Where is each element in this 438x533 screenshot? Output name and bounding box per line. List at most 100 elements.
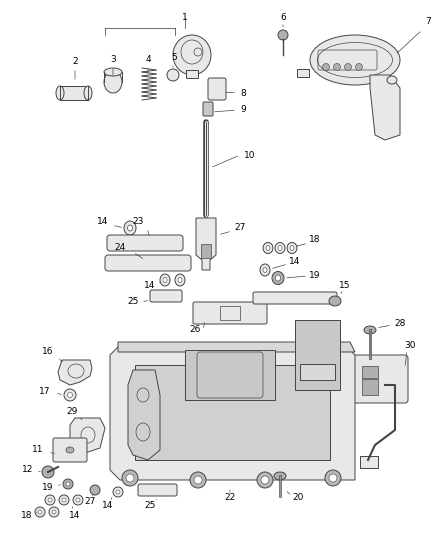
Text: 28: 28 xyxy=(394,319,406,327)
Ellipse shape xyxy=(272,271,284,285)
Polygon shape xyxy=(70,418,105,452)
Ellipse shape xyxy=(173,35,211,75)
Ellipse shape xyxy=(274,472,286,480)
Ellipse shape xyxy=(290,246,294,251)
Bar xyxy=(360,456,378,468)
FancyBboxPatch shape xyxy=(352,355,408,403)
Text: 14: 14 xyxy=(144,280,155,289)
Ellipse shape xyxy=(163,278,167,282)
Ellipse shape xyxy=(263,243,273,254)
Text: 10: 10 xyxy=(244,150,256,159)
Text: 27: 27 xyxy=(234,223,246,232)
Text: 14: 14 xyxy=(290,257,301,266)
Text: 8: 8 xyxy=(240,88,246,98)
Ellipse shape xyxy=(76,498,80,502)
FancyBboxPatch shape xyxy=(253,292,337,304)
Text: 25: 25 xyxy=(144,500,155,510)
Bar xyxy=(201,244,211,258)
Circle shape xyxy=(122,470,138,486)
Ellipse shape xyxy=(329,296,341,306)
Text: 11: 11 xyxy=(32,446,44,455)
Ellipse shape xyxy=(104,68,122,76)
Polygon shape xyxy=(196,218,216,270)
Text: 1: 1 xyxy=(182,13,188,22)
Ellipse shape xyxy=(310,35,400,85)
Bar xyxy=(186,70,198,78)
Ellipse shape xyxy=(38,510,42,514)
Bar xyxy=(60,86,88,100)
Bar xyxy=(295,320,340,390)
Circle shape xyxy=(42,466,54,478)
Bar xyxy=(297,69,309,77)
Circle shape xyxy=(322,63,329,70)
Ellipse shape xyxy=(66,482,70,486)
Text: 18: 18 xyxy=(309,236,321,245)
Bar xyxy=(362,379,378,395)
Ellipse shape xyxy=(73,495,83,505)
Circle shape xyxy=(345,63,352,70)
Circle shape xyxy=(194,476,202,484)
Ellipse shape xyxy=(64,389,76,401)
Ellipse shape xyxy=(66,447,74,453)
Ellipse shape xyxy=(90,485,100,495)
FancyBboxPatch shape xyxy=(203,102,213,116)
Text: 14: 14 xyxy=(69,511,81,520)
Ellipse shape xyxy=(59,495,69,505)
Ellipse shape xyxy=(84,86,92,100)
Circle shape xyxy=(126,474,134,482)
FancyBboxPatch shape xyxy=(138,484,177,496)
Text: 25: 25 xyxy=(127,297,139,306)
Polygon shape xyxy=(118,342,355,352)
Text: 5: 5 xyxy=(171,52,177,61)
Ellipse shape xyxy=(266,246,270,251)
Bar xyxy=(300,364,335,380)
FancyBboxPatch shape xyxy=(208,78,226,100)
Text: 20: 20 xyxy=(292,494,304,503)
Ellipse shape xyxy=(260,264,270,276)
Ellipse shape xyxy=(52,510,56,514)
Ellipse shape xyxy=(263,268,267,272)
Bar xyxy=(220,306,240,320)
Ellipse shape xyxy=(67,392,73,398)
Text: 7: 7 xyxy=(425,18,431,27)
Text: 17: 17 xyxy=(39,387,51,397)
Ellipse shape xyxy=(63,479,73,489)
Circle shape xyxy=(278,30,288,40)
Circle shape xyxy=(356,63,363,70)
Ellipse shape xyxy=(116,490,120,494)
Bar xyxy=(135,365,330,460)
Polygon shape xyxy=(370,75,400,140)
Text: 24: 24 xyxy=(114,244,126,253)
Ellipse shape xyxy=(387,76,397,84)
FancyBboxPatch shape xyxy=(193,302,267,324)
Circle shape xyxy=(333,63,340,70)
Ellipse shape xyxy=(56,86,64,100)
Ellipse shape xyxy=(276,275,280,281)
Text: 23: 23 xyxy=(132,217,144,227)
Bar xyxy=(185,350,275,400)
FancyBboxPatch shape xyxy=(107,235,183,251)
Text: 15: 15 xyxy=(339,280,351,289)
Ellipse shape xyxy=(364,326,376,334)
Text: 18: 18 xyxy=(21,511,33,520)
Ellipse shape xyxy=(45,495,55,505)
Ellipse shape xyxy=(287,243,297,254)
Circle shape xyxy=(190,472,206,488)
FancyBboxPatch shape xyxy=(105,255,191,271)
Ellipse shape xyxy=(104,71,122,93)
Text: 4: 4 xyxy=(145,55,151,64)
Text: 3: 3 xyxy=(110,55,116,64)
Text: 29: 29 xyxy=(66,408,78,416)
Ellipse shape xyxy=(113,487,123,497)
Polygon shape xyxy=(58,360,92,385)
Ellipse shape xyxy=(275,243,285,254)
Circle shape xyxy=(194,48,202,56)
Text: 22: 22 xyxy=(224,494,236,503)
Ellipse shape xyxy=(49,507,59,517)
Ellipse shape xyxy=(160,274,170,286)
FancyBboxPatch shape xyxy=(150,290,182,302)
Text: 27: 27 xyxy=(84,497,95,506)
Ellipse shape xyxy=(124,221,136,235)
Text: 16: 16 xyxy=(42,348,54,357)
Circle shape xyxy=(261,476,269,484)
